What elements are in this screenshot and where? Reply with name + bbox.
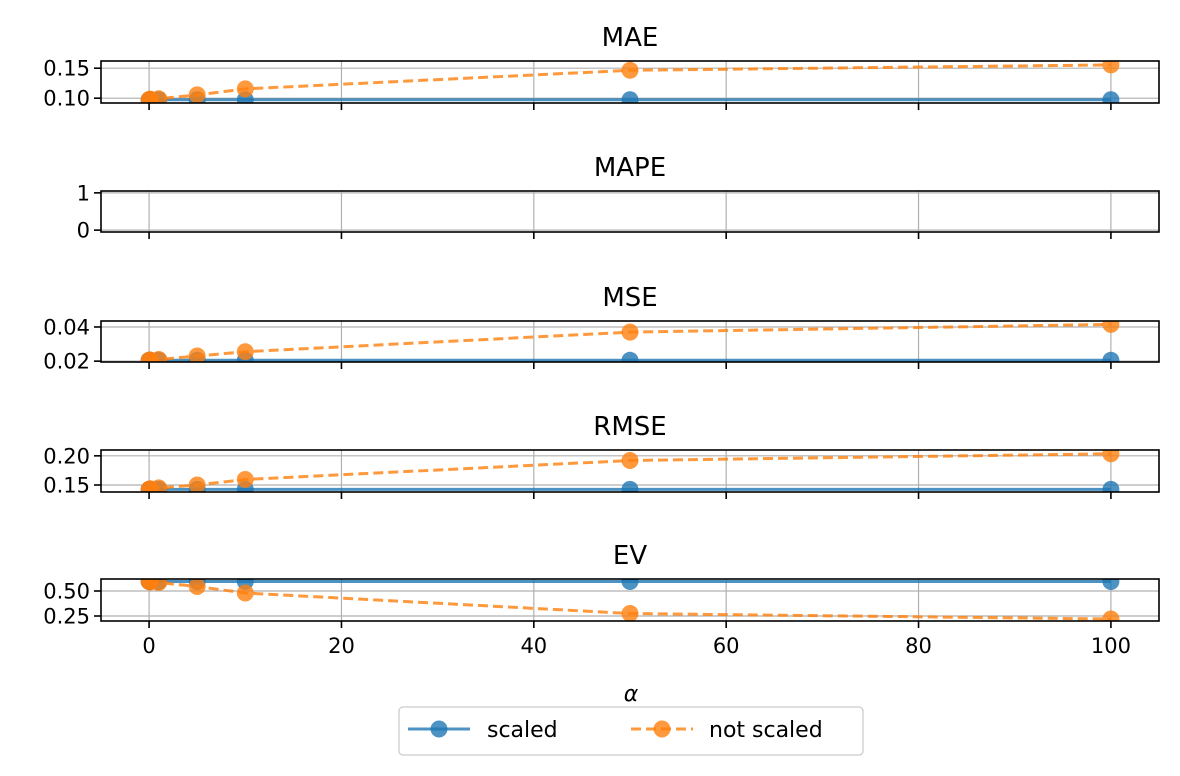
series-group-ev xyxy=(140,579,1120,621)
axes-frame-rmse xyxy=(100,449,1160,493)
subplot-title: MAPE xyxy=(594,153,666,183)
data-point-not-scaled xyxy=(621,61,639,79)
y-tick-label: 0.02 xyxy=(43,350,90,374)
axes-frame-mae xyxy=(100,60,1160,104)
data-point-not-scaled xyxy=(236,343,254,361)
y-tick-label: 0.15 xyxy=(43,474,90,498)
subplot-title: EV xyxy=(613,541,647,571)
x-tick-label: 100 xyxy=(1091,634,1131,658)
data-point-not-scaled xyxy=(188,347,206,362)
x-tick-label: 40 xyxy=(520,634,547,658)
subplot-mape: 0 1 MAPE xyxy=(77,153,1160,243)
axes-frame-mse xyxy=(100,320,1160,363)
data-point-scaled xyxy=(1102,91,1120,103)
data-point-not-scaled xyxy=(150,579,168,591)
legend-scaled-marker xyxy=(430,720,448,738)
y-tick-label: 0.25 xyxy=(43,605,90,629)
data-point-not-scaled xyxy=(236,80,254,98)
legend: scaled not scaled xyxy=(398,706,864,756)
data-point-not-scaled xyxy=(1102,61,1120,74)
data-point-not-scaled xyxy=(150,350,168,362)
legend-frame xyxy=(398,706,864,756)
data-point-scaled xyxy=(1102,480,1120,492)
subplot-mse: 0.02 0.04 MSE xyxy=(43,283,1160,374)
y-tick-label: 0.50 xyxy=(43,580,90,604)
data-point-not-scaled xyxy=(621,323,639,341)
subplot-mae: 0.10 0.15 MAE xyxy=(43,23,1160,111)
data-point-not-scaled xyxy=(621,452,639,469)
y-tick-label: 0.20 xyxy=(43,444,90,468)
y-tick-label: 0.04 xyxy=(43,315,90,339)
plot-area-mape xyxy=(101,191,1159,232)
data-point-scaled xyxy=(1102,351,1120,362)
data-point-scaled xyxy=(621,91,639,103)
axes-frame-mape xyxy=(100,190,1160,233)
subplot-title: MAE xyxy=(602,23,659,53)
y-tick-label: 0 xyxy=(77,219,90,243)
y-tick-label: 0.10 xyxy=(43,87,90,111)
data-point-scaled xyxy=(1102,579,1120,590)
legend-scaled-label: scaled xyxy=(487,718,558,743)
data-point-not-scaled xyxy=(188,476,206,492)
data-point-not-scaled xyxy=(150,479,168,492)
subplots: 0.10 0.15 MAE 0 1 MAPE 0.02 0.04 MSE 0.15 0.20 RMSE… xyxy=(43,23,1160,658)
x-tick-label: 0 xyxy=(142,634,155,658)
data-point-scaled xyxy=(621,480,639,492)
data-point-not-scaled xyxy=(150,90,168,103)
subplot-rmse: 0.15 0.20 RMSE xyxy=(43,412,1160,499)
data-point-not-scaled xyxy=(1102,321,1120,333)
series-group-rmse xyxy=(140,450,1120,492)
x-tick-label: 20 xyxy=(328,634,355,658)
x-tick-label: 60 xyxy=(713,634,740,658)
series-group-mae xyxy=(140,61,1120,103)
series-group-mse xyxy=(140,321,1120,362)
data-point-not-scaled xyxy=(188,579,206,595)
legend-not-scaled-label: not scaled xyxy=(709,718,823,743)
subplot-title: RMSE xyxy=(593,412,666,442)
legend-not-scaled-marker xyxy=(653,720,671,738)
data-point-not-scaled xyxy=(188,86,206,103)
subplot-title: MSE xyxy=(602,283,657,313)
data-point-not-scaled xyxy=(236,470,254,488)
x-tick-label: 80 xyxy=(905,634,932,658)
x-axis-label: α xyxy=(624,682,639,707)
data-point-not-scaled xyxy=(236,584,254,602)
data-point-scaled xyxy=(621,351,639,362)
axes-frame-ev xyxy=(100,578,1160,622)
y-tick-label: 1 xyxy=(77,181,90,205)
data-point-not-scaled xyxy=(1102,610,1120,621)
data-point-not-scaled xyxy=(621,605,639,621)
y-tick-label: 0.15 xyxy=(43,57,90,81)
data-point-not-scaled xyxy=(1102,450,1120,463)
subplot-ev: 0 20 40 60 80 100 0.250.50 EV xyxy=(43,541,1160,658)
data-point-scaled xyxy=(621,579,639,590)
